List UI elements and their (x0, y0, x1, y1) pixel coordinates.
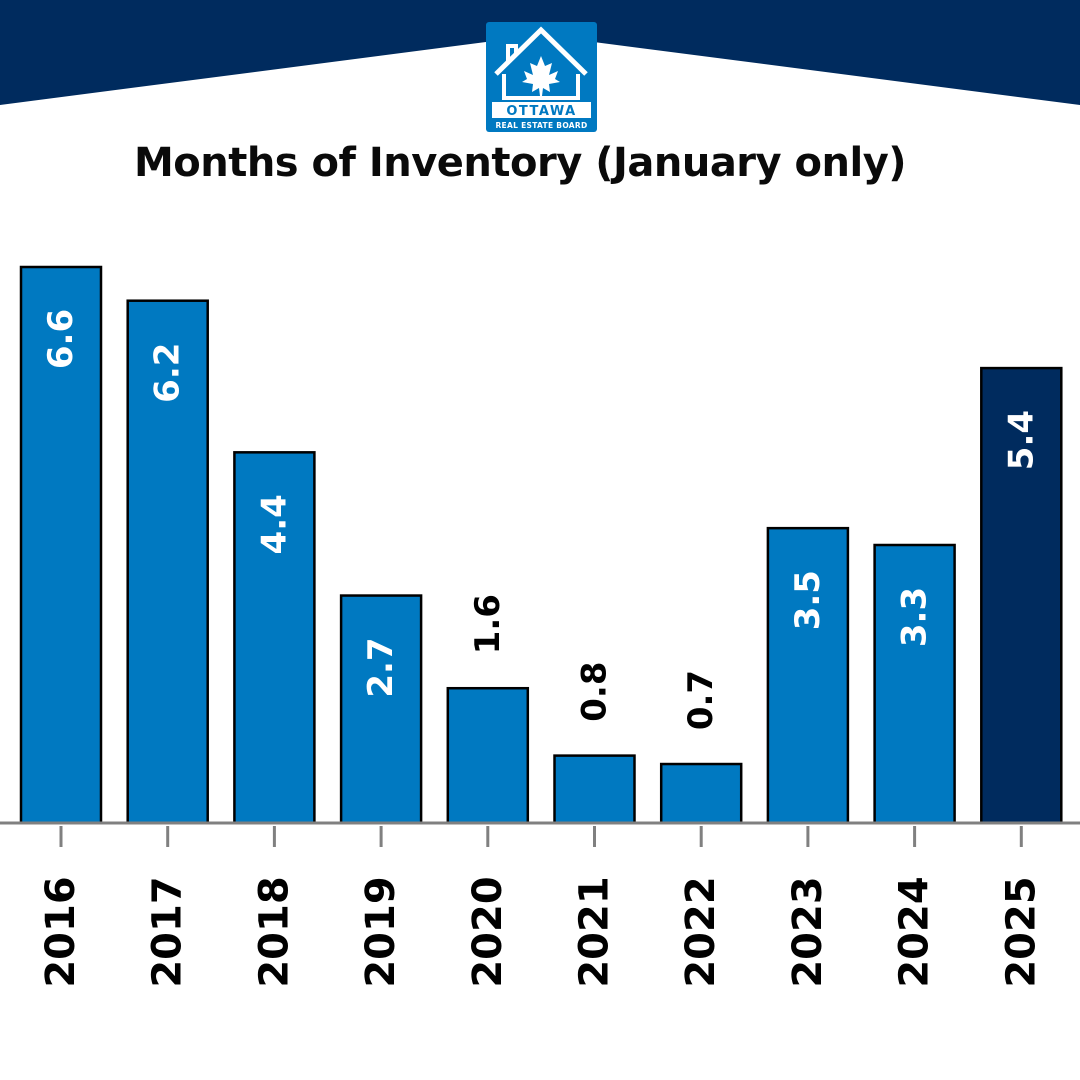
x-tick-label-2020: 2020 (465, 876, 511, 987)
bar-2016 (19, 265, 103, 825)
house-chimney-icon (506, 44, 518, 62)
bar-2018 (233, 451, 316, 825)
bars-group (19, 265, 1063, 825)
bar-2023 (766, 526, 850, 825)
data-label-2020: 1.6 (468, 594, 508, 654)
data-label-2025: 5.4 (1001, 410, 1041, 470)
data-label-2018: 4.4 (254, 494, 294, 554)
house-roof-icon (494, 26, 588, 76)
header-roof-shape (0, 0, 1080, 105)
data-label-2023: 3.5 (788, 570, 828, 630)
x-tick-label-2017: 2017 (145, 876, 191, 987)
data-label-2019: 2.7 (361, 637, 401, 697)
x-tick-label-2016: 2016 (38, 876, 84, 987)
header-band (0, 0, 1080, 105)
x-tick-label-2024: 2024 (892, 876, 938, 987)
ottawa-real-estate-board-logo: OTTAWA REAL ESTATE BOARD (486, 22, 597, 132)
logo-line-1: OTTAWA (506, 104, 576, 119)
house-walls-icon (502, 74, 580, 100)
logo-name-plate (492, 102, 591, 118)
x-tick-label-2025: 2025 (998, 876, 1044, 987)
maple-leaf-icon (522, 56, 560, 96)
x-tick-label-2019: 2019 (358, 876, 404, 987)
data-labels-group: 6.6 6.2 4.4 2.7 1.6 0.8 0.7 3.5 3.3 5.4 (41, 309, 1041, 730)
bar-2024 (873, 543, 956, 825)
bar-2020 (446, 686, 530, 825)
data-label-2024: 3.3 (895, 587, 935, 647)
x-tick-label-2022: 2022 (678, 876, 724, 987)
bar-2021 (553, 754, 636, 825)
x-tick-label-2021: 2021 (572, 876, 618, 987)
chart-title: Months of Inventory (January only) (133, 140, 907, 186)
data-label-2017: 6.2 (148, 343, 188, 403)
x-tick-label-2018: 2018 (251, 876, 297, 987)
data-label-2022: 0.7 (681, 670, 721, 730)
x-ticks-group (59, 826, 1023, 847)
bar-2022 (659, 762, 743, 825)
x-tick-label-2023: 2023 (785, 876, 831, 987)
x-tick-labels-group: 2016 2017 2018 2019 2020 2021 2022 2023 2024 2025 (38, 876, 1044, 987)
logo-line-2: REAL ESTATE BOARD (495, 121, 587, 130)
bar-2019 (339, 594, 423, 825)
data-label-2016: 6.6 (41, 309, 81, 369)
data-label-2021: 0.8 (575, 661, 615, 721)
